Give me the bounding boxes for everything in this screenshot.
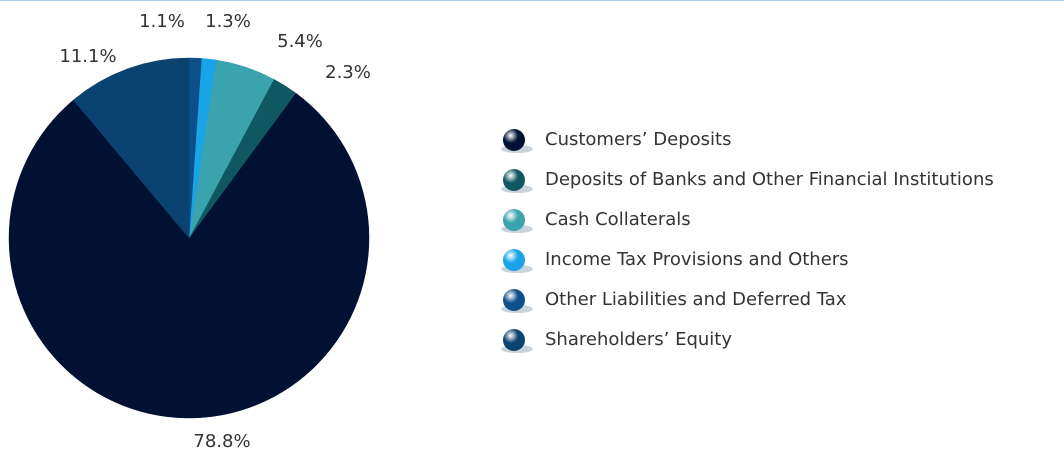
- legend-label: Shareholders’ Equity: [545, 329, 732, 350]
- pie-slice: [8, 92, 370, 419]
- legend-icon: [503, 249, 525, 271]
- data-label: 5.4%: [277, 31, 323, 52]
- legend-label: Customers’ Deposits: [545, 129, 731, 150]
- legend-icon: [503, 209, 525, 231]
- data-label: 1.3%: [205, 11, 251, 32]
- legend-icon: [503, 169, 525, 191]
- data-label: 78.8%: [193, 431, 250, 452]
- pie-slice: [73, 57, 190, 239]
- legend-icon: [503, 289, 525, 311]
- data-label: 2.3%: [325, 62, 371, 83]
- legend-icon: [503, 129, 525, 151]
- data-label: 1.1%: [139, 11, 185, 32]
- legend-label: Cash Collaterals: [545, 209, 691, 230]
- legend-label: Deposits of Banks and Other Financial In…: [545, 169, 994, 190]
- legend-label: Income Tax Provisions and Others: [545, 249, 849, 270]
- legend-label: Other Liabilities and Deferred Tax: [545, 289, 847, 310]
- data-label: 11.1%: [59, 46, 116, 67]
- legend-icon: [503, 329, 525, 351]
